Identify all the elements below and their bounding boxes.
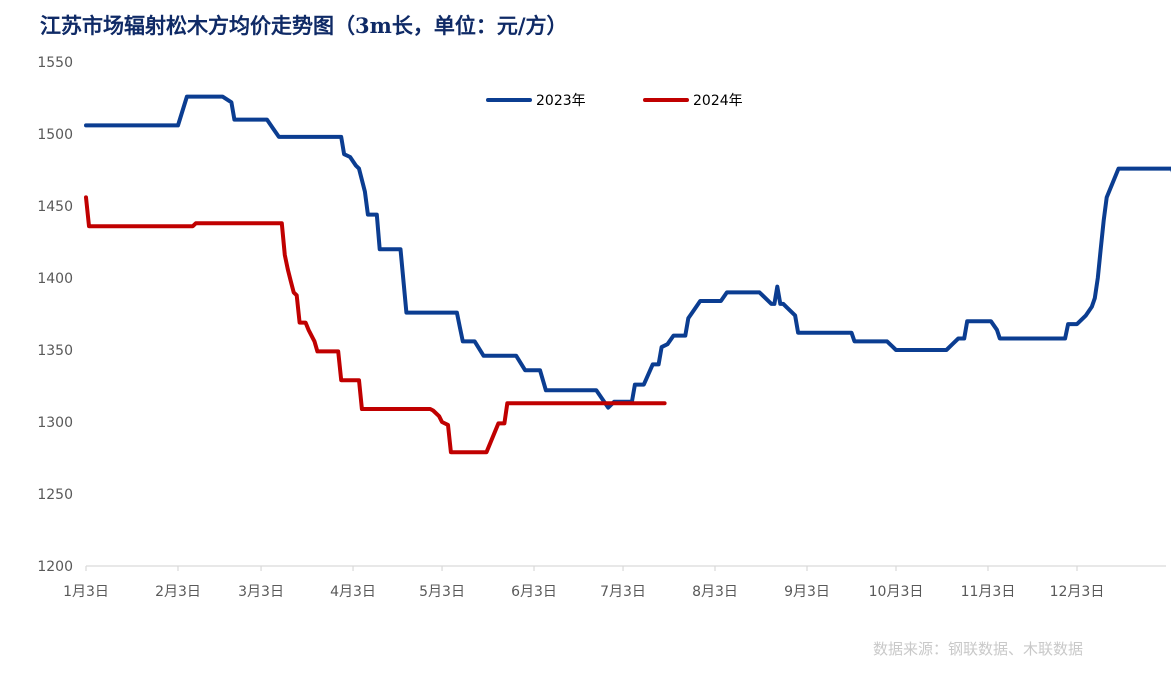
x-tick-label: 7月3日 [600, 584, 646, 600]
y-tick-label: 1250 [37, 487, 73, 503]
y-tick-label: 1500 [37, 127, 73, 143]
y-axis: 1200 1250 1300 1350 1400 1450 1500 1550 [37, 55, 73, 575]
y-tick-label: 1350 [37, 343, 73, 359]
legend-label: 2023年 [536, 93, 586, 109]
x-tick-label: 12月3日 [1050, 584, 1105, 600]
x-tick-label: 9月3日 [784, 584, 830, 600]
x-tick-label: 6月3日 [511, 584, 557, 600]
y-tick-label: 1400 [37, 271, 73, 287]
legend: 2023年 2024年 [486, 93, 743, 109]
x-tick-label: 4月3日 [330, 584, 376, 600]
chart-title: 江苏市场辐射松木方均价走势图（3m长，单位：元/方） [40, 13, 568, 38]
y-tick-label: 1550 [37, 55, 73, 71]
x-tick-label: 10月3日 [869, 584, 924, 600]
legend-label: 2024年 [693, 93, 743, 109]
y-tick-label: 1300 [37, 415, 73, 431]
series-line-1 [84, 94, 1171, 410]
x-axis: 1月3日 2月3日 3月3日 4月3日 5月3日 6月3日 7月3日 8月3日 9月3日 10月3… [63, 565, 1166, 600]
data-source-note: 数据来源：钢联数据、木联数据 [873, 640, 1084, 658]
x-tick-label: 5月3日 [419, 584, 465, 600]
x-tick-label: 8月3日 [692, 584, 738, 600]
x-tick-label: 11月3日 [961, 584, 1016, 600]
y-tick-label: 1450 [37, 199, 73, 215]
x-tick-label: 3月3日 [238, 584, 284, 600]
x-tick-label: 1月3日 [63, 584, 109, 600]
series-line-2 [84, 195, 667, 455]
series-lines [84, 94, 1171, 455]
y-tick-label: 1200 [37, 559, 73, 575]
x-tick-label: 2月3日 [155, 584, 201, 600]
